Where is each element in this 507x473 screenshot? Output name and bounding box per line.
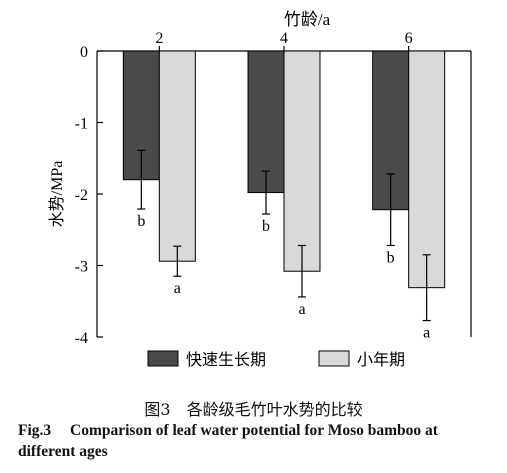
significance-label: b bbox=[137, 213, 145, 230]
x-axis-label: 竹龄/a bbox=[284, 10, 331, 29]
x-tick-label: 2 bbox=[155, 30, 163, 47]
significance-label: b bbox=[262, 218, 270, 235]
legend-label: 小年期 bbox=[357, 351, 405, 369]
figure-number: Fig.3 bbox=[18, 422, 52, 439]
caption-line-2: at different ages bbox=[18, 422, 438, 460]
y-axis-label: 水势/MPa bbox=[48, 161, 66, 228]
significance-label: a bbox=[298, 301, 305, 318]
bar bbox=[283, 50, 321, 272]
y-tick-label: -4 bbox=[75, 330, 88, 347]
y-tick-label: -1 bbox=[75, 116, 88, 133]
figure-caption-cn: 图3 各龄级毛竹叶水势的比较 bbox=[144, 400, 363, 419]
plot-area: 0 -1 -2 -3 -4 2 b a 4 b a 6 b a bbox=[75, 30, 472, 347]
significance-label: b bbox=[387, 249, 395, 266]
legend: 快速生长期 小年期 bbox=[147, 350, 405, 369]
y-tick-label: -2 bbox=[75, 187, 88, 204]
y-tick-label: 0 bbox=[80, 44, 88, 61]
significance-label: a bbox=[174, 280, 181, 297]
figure-caption-en: Fig.3 Comparison of leaf water potential … bbox=[18, 420, 498, 462]
x-tick-label: 6 bbox=[405, 30, 413, 47]
legend-swatch bbox=[147, 350, 179, 367]
bar bbox=[158, 50, 196, 262]
x-tick-label: 4 bbox=[280, 30, 288, 47]
caption-line-1: Comparison of leaf water potential for M… bbox=[70, 422, 422, 439]
legend-label: 快速生长期 bbox=[186, 351, 266, 369]
legend-swatch bbox=[318, 350, 350, 367]
significance-label: a bbox=[423, 325, 430, 342]
bar bbox=[408, 50, 446, 289]
y-tick-label: -3 bbox=[75, 259, 88, 276]
